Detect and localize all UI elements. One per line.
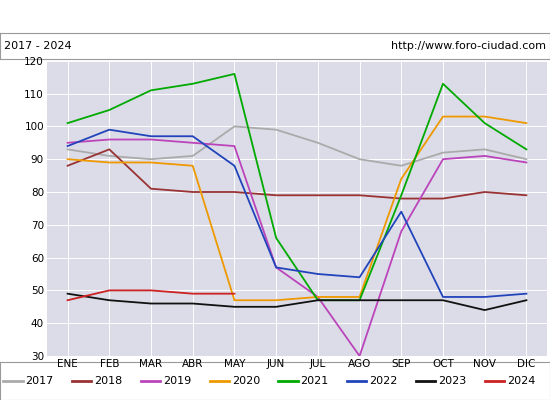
Text: 2022: 2022 [369,376,398,386]
Text: http://www.foro-ciudad.com: http://www.foro-ciudad.com [390,41,546,51]
Text: 2020: 2020 [232,376,260,386]
Text: 2019: 2019 [163,376,191,386]
Text: 2024: 2024 [507,376,535,386]
Text: 2021: 2021 [300,376,329,386]
Text: 2017 - 2024: 2017 - 2024 [4,41,72,51]
Text: Evolucion del paro registrado en Seròs: Evolucion del paro registrado en Seròs [134,8,416,24]
Text: 2018: 2018 [94,376,123,386]
Text: 2023: 2023 [438,376,466,386]
Text: 2017: 2017 [25,376,54,386]
